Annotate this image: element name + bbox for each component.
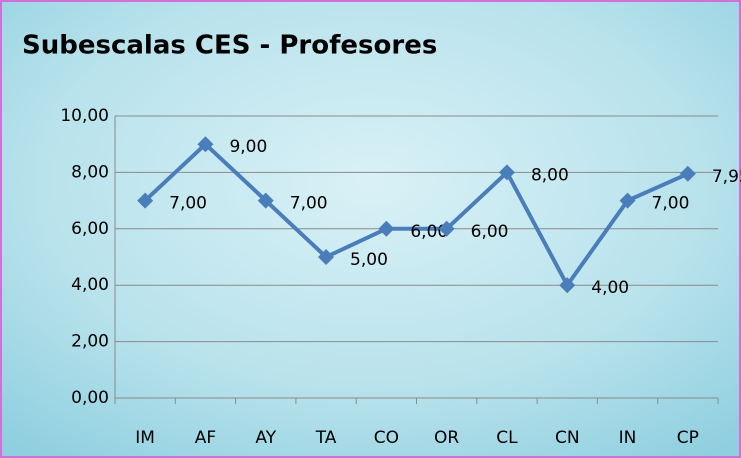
data-label: 7,00 xyxy=(290,194,328,214)
data-label: 7,00 xyxy=(652,194,690,214)
marker xyxy=(378,220,395,237)
data-label: 8,00 xyxy=(531,165,569,185)
marker xyxy=(197,136,214,153)
x-tick-label: CL xyxy=(496,428,518,448)
y-tick-label: 8,00 xyxy=(71,162,109,182)
x-tick-label: CO xyxy=(374,428,399,448)
data-label: 5,00 xyxy=(350,250,388,270)
x-tick-label: OR xyxy=(434,428,459,448)
data-label: 6,00 xyxy=(471,222,509,242)
marker xyxy=(498,164,515,181)
marker xyxy=(619,192,636,209)
data-label: 7,00 xyxy=(169,194,207,214)
x-tick-label: CP xyxy=(677,428,699,448)
data-label: 6,00 xyxy=(410,222,448,242)
marker xyxy=(559,277,576,294)
x-tick-label: AY xyxy=(255,428,276,448)
data-label: 9,00 xyxy=(229,137,267,157)
marker xyxy=(438,220,455,237)
x-tick-label: IM xyxy=(135,428,155,448)
x-tick-label: TA xyxy=(315,428,337,448)
y-tick-label: 4,00 xyxy=(71,275,109,295)
marker xyxy=(318,249,335,265)
data-label: 4,00 xyxy=(591,278,629,298)
marker xyxy=(257,192,274,209)
y-tick-label: 6,00 xyxy=(71,219,109,239)
chart-title: Subescalas CES - Profesores xyxy=(22,31,437,61)
marker xyxy=(679,165,696,182)
data-label: 7,95 xyxy=(712,167,741,187)
y-tick-label: 10,00 xyxy=(60,106,109,126)
series-line xyxy=(143,142,689,288)
y-tick-label: 0,00 xyxy=(71,388,109,408)
x-tick-label: AF xyxy=(195,428,216,448)
y-tick-label: 2,00 xyxy=(71,332,109,352)
x-tick-label: IN xyxy=(619,428,637,448)
x-tick-label: CN xyxy=(555,428,580,448)
marker xyxy=(137,192,154,209)
